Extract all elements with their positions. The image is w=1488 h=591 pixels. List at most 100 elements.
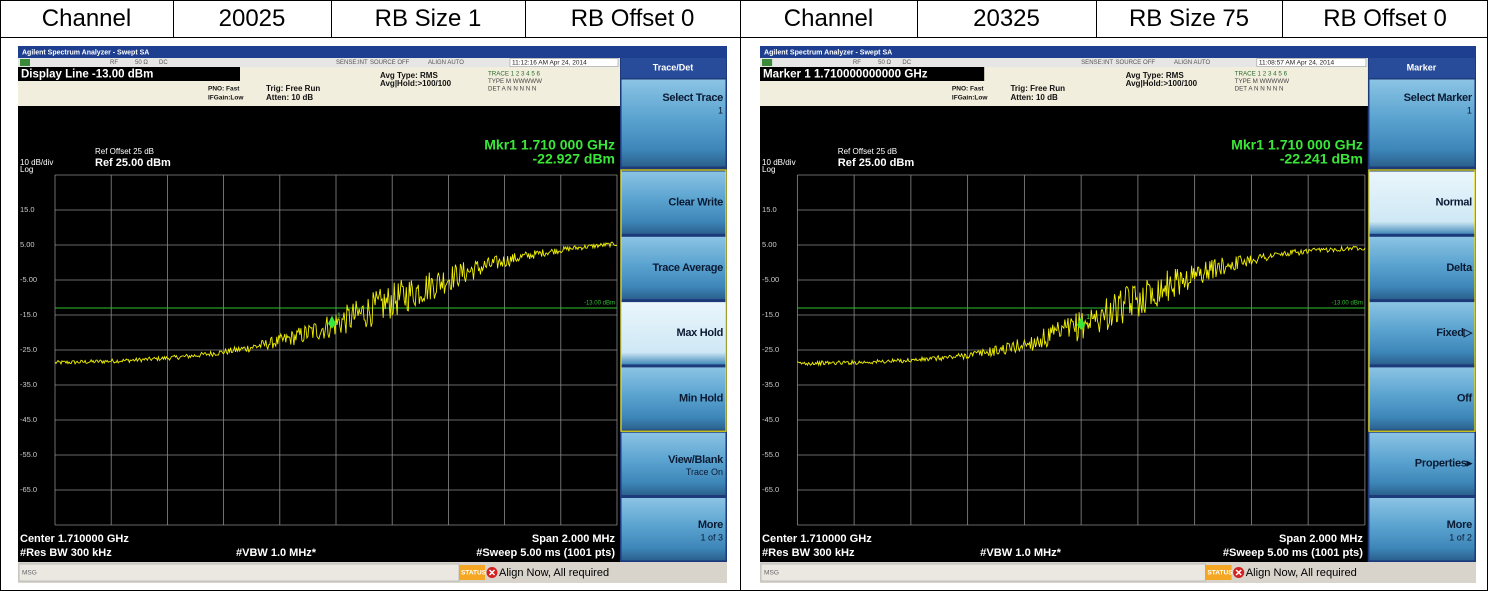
ref-level: Ref 25.00 dBm	[838, 157, 915, 169]
footer-sweep: #Sweep 5.00 ms (1001 pts)	[1223, 547, 1363, 559]
ref-offset: Ref Offset 25 dB	[95, 147, 154, 156]
setting: Trig: Free Run	[266, 84, 320, 93]
y-label: -35.0	[20, 380, 37, 389]
marker-diamond	[1077, 317, 1086, 331]
softkey-label: Max Hold	[677, 327, 724, 339]
ref-offset: Ref Offset 25 dB	[838, 147, 897, 156]
status-tag	[459, 565, 485, 580]
menu-title: Marker	[1407, 62, 1437, 72]
status-label: STATUS	[461, 570, 487, 577]
softkey[interactable]	[1368, 497, 1476, 562]
header-cell: RB Size 75	[1128, 5, 1250, 32]
softkey-label: Select Trace	[662, 92, 723, 104]
marker-id: 1	[1086, 314, 1090, 321]
setting: Avg|Hold:>100/100	[1126, 79, 1198, 88]
status-item: RF	[853, 60, 861, 66]
menu-group-frame	[620, 169, 727, 432]
y-label: -15.0	[762, 310, 779, 319]
softkey-label: Trace Average	[652, 262, 723, 274]
softkey-label: Clear Write	[668, 197, 723, 209]
graticule-bg	[18, 106, 620, 562]
footer-span: Span 2.000 MHz	[1279, 533, 1363, 545]
status-tag	[1205, 565, 1232, 580]
header-cell: Channel	[783, 5, 874, 32]
softkey-label: Select Marker	[1404, 92, 1473, 104]
marker-freq: Mkr1 1.710 000 GHz	[484, 137, 615, 153]
graticule-bg	[760, 106, 1368, 562]
softkey[interactable]	[1368, 170, 1476, 235]
scale: 10 dB/div	[20, 158, 53, 167]
rf-indicator	[20, 59, 30, 66]
softkey[interactable]	[620, 431, 727, 497]
status-item: SOURCE OFF	[1115, 60, 1155, 66]
softkey-label: Delta	[1446, 262, 1473, 274]
border	[1096, 0, 1097, 37]
y-label: 5.00	[762, 240, 777, 249]
softkey[interactable]	[620, 366, 727, 431]
status-item: SENSE:INT	[1081, 60, 1113, 66]
menu-group-frame	[1368, 169, 1476, 432]
scale-type: Log	[762, 165, 775, 174]
active-function: Marker 1 1.710000000000 GHz	[763, 69, 928, 81]
scale-type: Log	[20, 165, 33, 174]
analyzer-screen: Agilent Spectrum Analyzer - Swept SA RF 50…	[760, 46, 1476, 583]
status-message: Align Now, All required	[1246, 567, 1357, 579]
setting: PNO: Fast	[952, 86, 984, 93]
status-item: DC	[159, 60, 168, 66]
setting: IFGain:Low	[208, 95, 244, 102]
footer-vbw: #VBW 1.0 MHz*	[236, 547, 317, 559]
softkey[interactable]	[1368, 78, 1476, 168]
softkey-label: More	[1447, 519, 1472, 531]
header-cell: Channel	[41, 5, 132, 32]
status-item: ALIGN AUTO	[428, 60, 464, 66]
menu-title: Trace/Det	[653, 62, 694, 72]
setting: Avg|Hold:>100/100	[380, 79, 452, 88]
softkey-label: Fixed▷	[1436, 327, 1473, 339]
display-line-label: -13.00 dBm	[1332, 301, 1363, 307]
y-label: -55.0	[20, 450, 37, 459]
border	[917, 0, 918, 37]
status-label: STATUS	[1207, 570, 1233, 577]
y-label: -25.0	[20, 345, 37, 354]
y-label: -65.0	[20, 485, 37, 494]
status-item: SOURCE OFF	[370, 60, 410, 66]
active-function-box	[18, 67, 240, 81]
trace	[54, 241, 618, 366]
y-label: 15.0	[762, 205, 777, 214]
softkey-sub: Trace On	[686, 467, 723, 477]
footer-rbw: #Res BW 300 kHz	[20, 547, 112, 559]
status-item: DC	[902, 60, 911, 66]
softkey[interactable]	[620, 497, 727, 562]
status-item: SENSE:INT	[336, 60, 368, 66]
y-label: -5.00	[762, 275, 779, 284]
msg-label: MSG	[22, 570, 37, 577]
error-x	[1235, 569, 1242, 576]
error-x	[488, 569, 496, 576]
display-line-label: -13.00 dBm	[584, 301, 615, 307]
trace-row: DET A N N N N N	[488, 86, 536, 93]
trace-row: TRACE 1 2 3 4 5 6	[1235, 71, 1288, 78]
active-function: Display Line -13.00 dBm	[21, 69, 153, 81]
trace-row: TYPE M WWWWW	[488, 78, 542, 85]
softkey-label: Off	[1457, 393, 1473, 405]
softkey[interactable]	[1368, 235, 1476, 301]
y-label: -15.0	[20, 310, 37, 319]
footer-vbw: #VBW 1.0 MHz*	[980, 547, 1062, 559]
softkey-label: Min Hold	[679, 392, 723, 404]
timestamp: 11:12:16 AM Apr 24, 2014	[512, 60, 587, 67]
y-label: -35.0	[762, 380, 779, 389]
softkey[interactable]	[620, 78, 727, 168]
rf-indicator	[762, 59, 773, 66]
header-cell: 20025	[218, 5, 286, 32]
scale: 10 dB/div	[762, 158, 796, 167]
timestamp-box	[1256, 58, 1367, 67]
border	[0, 37, 1488, 38]
softkey-sub: 1 of 2	[1449, 533, 1472, 543]
softkey-label: Properties▸	[1415, 458, 1473, 470]
setting: Atten: 10 dB	[266, 93, 313, 102]
y-label: -55.0	[762, 450, 779, 459]
softkey[interactable]	[1368, 431, 1476, 497]
softkey-sub: 1	[718, 105, 723, 115]
marker-level: -22.241 dBm	[1280, 151, 1363, 167]
